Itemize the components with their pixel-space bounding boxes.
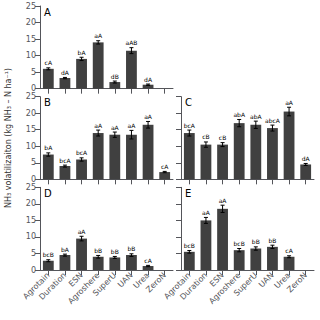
svg-text:bB: bB xyxy=(252,238,260,245)
svg-text:E: E xyxy=(185,188,191,199)
svg-text:Duration: Duration xyxy=(37,271,68,302)
svg-text:SuperU: SuperU xyxy=(232,271,259,298)
svg-text:dA: dA xyxy=(144,76,153,83)
svg-text:bcA: bcA xyxy=(76,149,88,156)
svg-text:cB: cB xyxy=(219,134,226,141)
svg-text:cA: cA xyxy=(45,59,53,66)
svg-text:ZeroN: ZeroN xyxy=(285,271,309,295)
svg-text:aA: aA xyxy=(94,122,103,129)
svg-text:Agroshere: Agroshere xyxy=(66,270,102,306)
svg-text:15: 15 xyxy=(26,35,36,44)
svg-text:aA: aA xyxy=(111,124,120,131)
svg-text:aA: aA xyxy=(78,228,87,235)
svg-text:25: 25 xyxy=(26,183,36,192)
svg-text:SuperU: SuperU xyxy=(91,271,118,298)
svg-text:A: A xyxy=(44,7,51,18)
svg-text:bA: bA xyxy=(61,246,70,253)
svg-text:bB: bB xyxy=(268,237,276,244)
svg-text:5: 5 xyxy=(31,158,36,167)
svg-text:UAN: UAN xyxy=(257,271,276,290)
svg-text:aA: aA xyxy=(202,209,211,216)
svg-text:dB: dB xyxy=(111,73,119,80)
svg-text:NH₃ volatilizaiton (kg NH₃ – N: NH₃ volatilizaiton (kg NH₃ – N ha⁻¹) xyxy=(4,68,13,208)
svg-text:0: 0 xyxy=(31,266,36,275)
svg-text:abcA: abcA xyxy=(265,117,281,124)
svg-text:bA: bA xyxy=(78,49,87,56)
svg-text:dA: dA xyxy=(61,69,70,76)
svg-text:cA: cA xyxy=(144,257,152,264)
svg-text:Duration: Duration xyxy=(178,271,209,302)
svg-text:bB: bB xyxy=(127,245,135,252)
svg-text:25: 25 xyxy=(26,92,36,101)
svg-text:abA: abA xyxy=(250,113,262,120)
svg-text:ZeroN: ZeroN xyxy=(144,271,168,295)
svg-text:25: 25 xyxy=(26,2,36,11)
svg-text:10: 10 xyxy=(26,51,36,60)
svg-text:D: D xyxy=(44,188,52,199)
svg-text:bcB: bcB xyxy=(43,251,54,258)
svg-text:20: 20 xyxy=(26,18,36,27)
svg-text:10: 10 xyxy=(26,232,36,241)
svg-text:aA: aA xyxy=(144,113,153,120)
svg-text:ESN: ESN xyxy=(208,270,226,289)
svg-text:20: 20 xyxy=(26,109,36,118)
svg-text:bcB: bcB xyxy=(234,240,245,247)
svg-text:15: 15 xyxy=(26,125,36,134)
svg-text:10: 10 xyxy=(26,142,36,151)
svg-text:cA: cA xyxy=(161,163,169,170)
svg-text:abA: abA xyxy=(233,111,245,118)
svg-text:0: 0 xyxy=(30,174,36,184)
svg-text:0: 0 xyxy=(30,84,36,94)
svg-text:UAN: UAN xyxy=(116,271,135,290)
svg-text:bA: bA xyxy=(44,144,53,151)
svg-text:15: 15 xyxy=(26,216,36,225)
svg-text:5: 5 xyxy=(31,249,36,258)
svg-text:bB: bB xyxy=(111,248,119,255)
svg-text:Agroshere: Agroshere xyxy=(207,270,243,306)
svg-text:Urea: Urea xyxy=(131,270,152,291)
svg-text:aAB: aAB xyxy=(125,39,137,46)
svg-text:20: 20 xyxy=(26,199,36,208)
svg-text:bcA: bcA xyxy=(59,157,71,164)
svg-text:Urea: Urea xyxy=(272,270,293,291)
svg-text:cB: cB xyxy=(202,133,209,140)
svg-text:Agrotain: Agrotain xyxy=(162,270,193,302)
svg-text:aA: aA xyxy=(219,197,228,204)
svg-text:ESN: ESN xyxy=(67,270,85,289)
svg-text:Agrotain: Agrotain xyxy=(21,270,52,302)
svg-text:cA: cA xyxy=(285,247,293,254)
svg-text:dA: dA xyxy=(302,155,311,162)
svg-text:aA: aA xyxy=(285,99,294,106)
svg-text:5: 5 xyxy=(31,68,36,77)
svg-text:bB: bB xyxy=(94,247,102,254)
svg-text:bcB: bcB xyxy=(184,242,195,249)
svg-text:bcA: bcA xyxy=(184,122,196,129)
svg-text:aA: aA xyxy=(94,32,103,39)
svg-text:C: C xyxy=(185,97,192,108)
svg-text:B: B xyxy=(44,97,51,108)
svg-text:aA: aA xyxy=(128,122,137,129)
